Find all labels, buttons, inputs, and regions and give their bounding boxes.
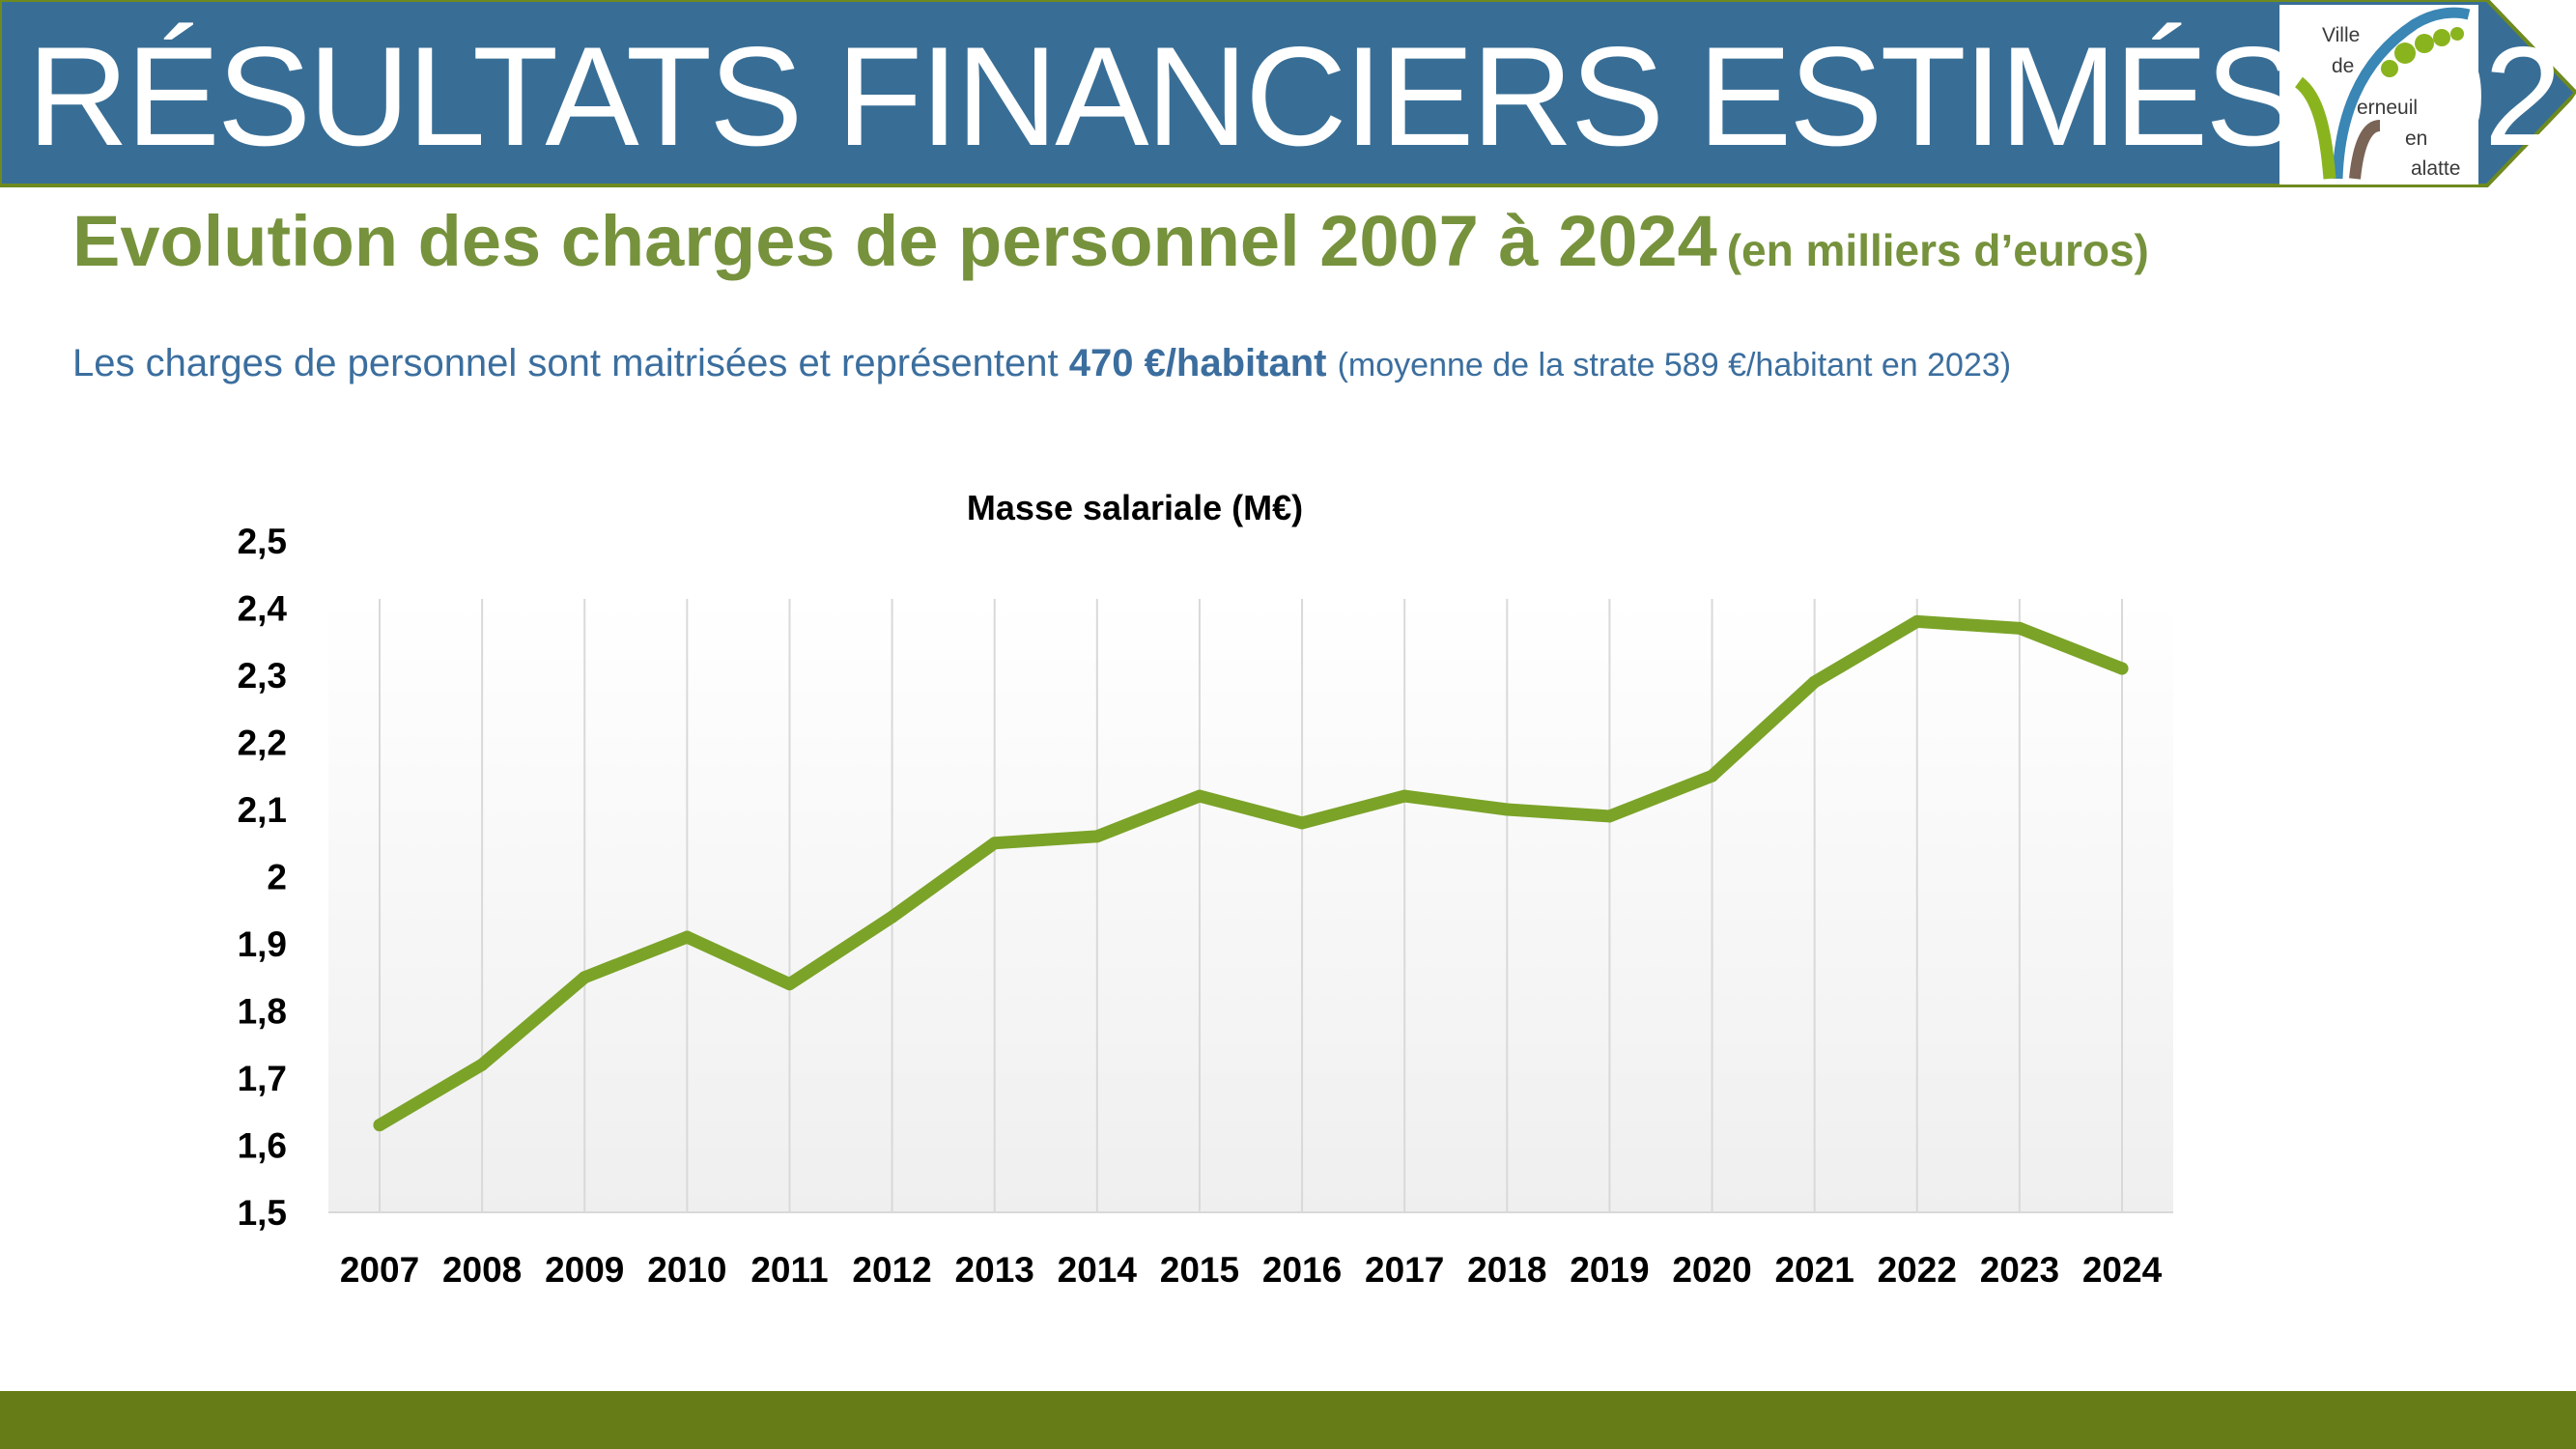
header-banner [0, 0, 2576, 187]
x-tick-label: 2014 [1058, 1250, 1138, 1290]
y-axis-ticks: 1,5 1,6 1,7 1,8 1,9 2 2,1 2,2 2,3 2,4 2,5 [238, 522, 288, 1233]
x-tick-label: 2019 [1570, 1250, 1649, 1290]
logo-emblem [2294, 7, 2471, 180]
y-tick-label: 1,6 [238, 1126, 287, 1166]
data-point-2010 [680, 930, 694, 944]
x-axis-ticks: 2007 2008 2009 2010 2011 2012 2013 2014 2015 2016… [340, 1250, 2163, 1290]
data-point-2016 [1295, 816, 1309, 830]
data-point-2018 [1500, 803, 1514, 816]
y-tick-label: 2,2 [238, 724, 287, 763]
x-tick-label: 2020 [1672, 1250, 1751, 1290]
x-tick-label: 2008 [442, 1250, 522, 1290]
x-tick-label: 2007 [340, 1250, 419, 1290]
intro-lead: Les charges de personnel sont maitrisées… [72, 342, 1059, 384]
intro-highlight: 470 €/habitant [1068, 342, 1327, 384]
y-tick-label: 2,5 [238, 522, 287, 561]
logo-word: de [2332, 55, 2355, 77]
data-point-2020 [1706, 769, 1719, 782]
y-tick-label: 1,5 [238, 1193, 287, 1233]
data-point-2012 [886, 910, 899, 923]
data-point-2008 [475, 1058, 489, 1071]
header-bar: RÉSULTATS FINANCIERS ESTIMÉS 2024 Ville … [0, 0, 2576, 188]
y-tick-label: 2,3 [238, 656, 287, 696]
grid-lines [379, 599, 2123, 1212]
data-point-2023 [2013, 621, 2026, 635]
section-title-unit: (en milliers d’euros) [1726, 225, 2149, 275]
x-tick-label: 2018 [1467, 1250, 1546, 1290]
data-point-2011 [782, 978, 796, 991]
intro-note: (moyenne de la strate 589 €/habitant en … [1337, 347, 2012, 384]
x-tick-label: 2011 [750, 1250, 828, 1290]
x-tick-label: 2024 [2082, 1250, 2163, 1290]
y-tick-label: 1,9 [238, 924, 287, 964]
x-tick-label: 2016 [1262, 1250, 1342, 1290]
y-tick-label: 1,7 [238, 1059, 287, 1098]
section-title-text: Evolution des charges de personnel 2007 … [72, 201, 1717, 281]
logo-word: erneuil [2357, 97, 2419, 119]
x-tick-label: 2013 [955, 1250, 1034, 1290]
town-logo: Ville de erneuil en alatte [2279, 5, 2478, 185]
x-tick-label: 2023 [1980, 1250, 2059, 1290]
payroll-line-chart: Masse salariale (M€) 1,5 1,6 1,7 1,8 1,9 2 2,1… [238, 488, 2173, 1290]
x-tick-label: 2009 [545, 1250, 624, 1290]
x-tick-label: 2015 [1160, 1250, 1239, 1290]
x-tick-label: 2017 [1365, 1250, 1444, 1290]
series-line [373, 614, 2129, 1132]
data-point-2021 [1808, 675, 1822, 689]
x-tick-label: 2012 [852, 1250, 931, 1290]
intro-text: Les charges de personnel sont maitrisées… [72, 336, 2011, 392]
x-tick-label: 2021 [1774, 1250, 1854, 1290]
data-point-2009 [578, 971, 591, 984]
y-tick-label: 2,4 [238, 589, 288, 629]
data-point-2014 [1090, 830, 1104, 843]
y-tick-label: 1,8 [238, 992, 287, 1032]
data-point-2019 [1602, 810, 1616, 823]
logo-word: en [2405, 128, 2428, 150]
footer-bar [0, 1391, 2576, 1449]
chart-title: Masse salariale (M€) [967, 488, 1303, 527]
data-points [373, 614, 2129, 1132]
y-tick-label: 2,1 [238, 790, 287, 830]
logo-word: alatte [2411, 157, 2461, 180]
data-point-2013 [988, 837, 1002, 850]
data-point-2015 [1193, 789, 1206, 803]
data-point-2024 [2115, 662, 2129, 675]
page-title: RÉSULTATS FINANCIERS ESTIMÉS 2024 [27, 17, 2576, 175]
data-point-2022 [1911, 614, 1924, 628]
data-point-2007 [373, 1119, 386, 1132]
x-tick-label: 2022 [1878, 1250, 1957, 1290]
section-title: Evolution des charges de personnel 2007 … [72, 198, 2149, 294]
data-point-2017 [1398, 789, 1411, 803]
plot-area [328, 599, 2173, 1212]
y-tick-label: 2 [267, 858, 287, 897]
logo-word: Ville [2322, 24, 2361, 46]
x-tick-label: 2010 [647, 1250, 726, 1290]
